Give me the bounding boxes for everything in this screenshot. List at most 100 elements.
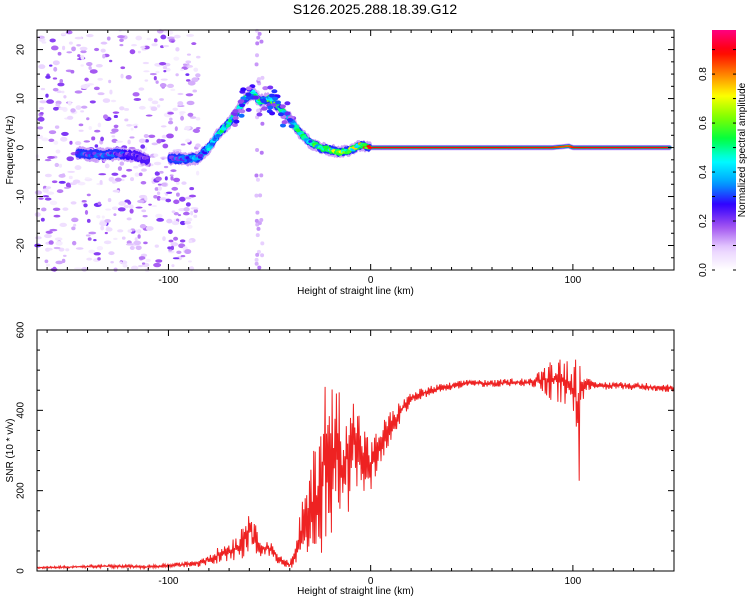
noise-speckle [68,41,73,45]
noise-speckle [232,116,239,121]
noise-speckle [173,56,180,61]
noise-speckle [102,98,111,103]
noise-speckle [288,124,295,129]
noise-speckle [121,178,125,182]
noise-speckle [176,255,183,261]
noise-speckle [53,66,58,72]
noise-speckle [137,199,145,204]
noise-speckle [141,262,146,265]
noise-speckle [153,161,162,166]
ridge-mark [215,133,221,137]
ridge-mark [199,153,204,158]
noise-speckle [143,241,148,245]
noise-speckle [51,45,59,51]
noise-speckle [138,172,143,177]
snr-y-tick-label: 0 [16,568,27,574]
ridge-mark [209,142,215,146]
noise-speckle [81,266,88,272]
noise-speckle [61,32,67,36]
ridge-mark [225,124,231,128]
colorbar-gradient [712,30,736,270]
noise-speckle [129,49,136,55]
noise-speckle [260,121,265,126]
noise-speckle [96,214,101,219]
noise-speckle [42,195,50,198]
snr-y-axis: 0 200 400 600 [16,321,674,574]
colorbar-tick-label: 0.4 [698,165,709,179]
noise-speckle [86,83,95,86]
noise-speckle [100,225,105,231]
noise-speckle [37,126,44,130]
noise-speckle [162,143,169,149]
noise-speckle [174,126,178,132]
noise-speckle [277,112,284,117]
noise-speckle [56,189,64,194]
noise-speckle [166,218,173,224]
noise-speckle [62,254,67,257]
noise-speckle [121,174,127,178]
noise-speckle [161,157,165,160]
noise-speckle [45,186,52,190]
noise-speckle [131,44,137,47]
noise-speckle [39,100,47,104]
noise-speckle [38,64,46,70]
noise-speckle [151,142,158,146]
noise-speckle [155,213,163,219]
noise-speckle [91,136,96,141]
noise-speckle [99,221,108,227]
noise-speckle [184,125,191,130]
noise-speckle [88,126,92,130]
noise-speckle [171,264,175,268]
noise-speckle [193,67,199,72]
noise-speckle [97,201,102,206]
noise-speckle [180,115,185,121]
noise-speckle [71,46,76,52]
noise-speckle [187,80,196,86]
noise-speckle [71,226,76,231]
noise-speckle [166,191,173,195]
noise-speckle [80,110,85,113]
noise-speckle [95,64,103,68]
noise-speckle [103,240,112,245]
noise-speckle [239,103,246,108]
noise-speckle [258,193,263,198]
noise-speckle [70,201,77,205]
noise-speckle [261,106,268,111]
noise-speckle [62,45,66,51]
noise-speckle [171,210,176,213]
noise-speckle [96,245,104,251]
ridge-mark [206,147,211,152]
spectrogram-x-axis: -100 0 100 [46,30,675,286]
noise-speckle [42,188,49,193]
noise-speckle [112,189,121,193]
snr-panel: -100 0 100 0 200 400 600 Height of straight l… [5,321,675,597]
noise-speckle [53,246,61,250]
noise-speckle [119,38,124,42]
noise-speckle [80,64,84,67]
spectrogram-y-tick-label: 0 [16,144,27,150]
noise-speckle [119,261,123,264]
spectrogram-frame [36,29,675,271]
noise-speckle [259,39,264,44]
noise-speckle [89,69,98,74]
noise-speckle [88,231,97,235]
noise-speckle [57,82,65,87]
noise-speckle [94,144,99,148]
noise-speckle [74,90,83,94]
noise-speckle [195,73,201,78]
noise-speckle [126,168,133,172]
noise-speckle [168,249,173,252]
noise-speckle [120,73,124,79]
noise-speckle [193,214,198,218]
noise-speckle [37,135,44,140]
noise-speckle [113,213,117,217]
noise-speckle [111,128,119,133]
noise-speckle [34,190,43,195]
noise-speckle [105,208,112,211]
noise-speckle [188,239,193,244]
noise-speckle [48,130,57,135]
noise-speckle [148,203,152,206]
noise-speckle [175,47,180,52]
noise-speckle [157,183,162,186]
noise-speckle [34,212,41,217]
